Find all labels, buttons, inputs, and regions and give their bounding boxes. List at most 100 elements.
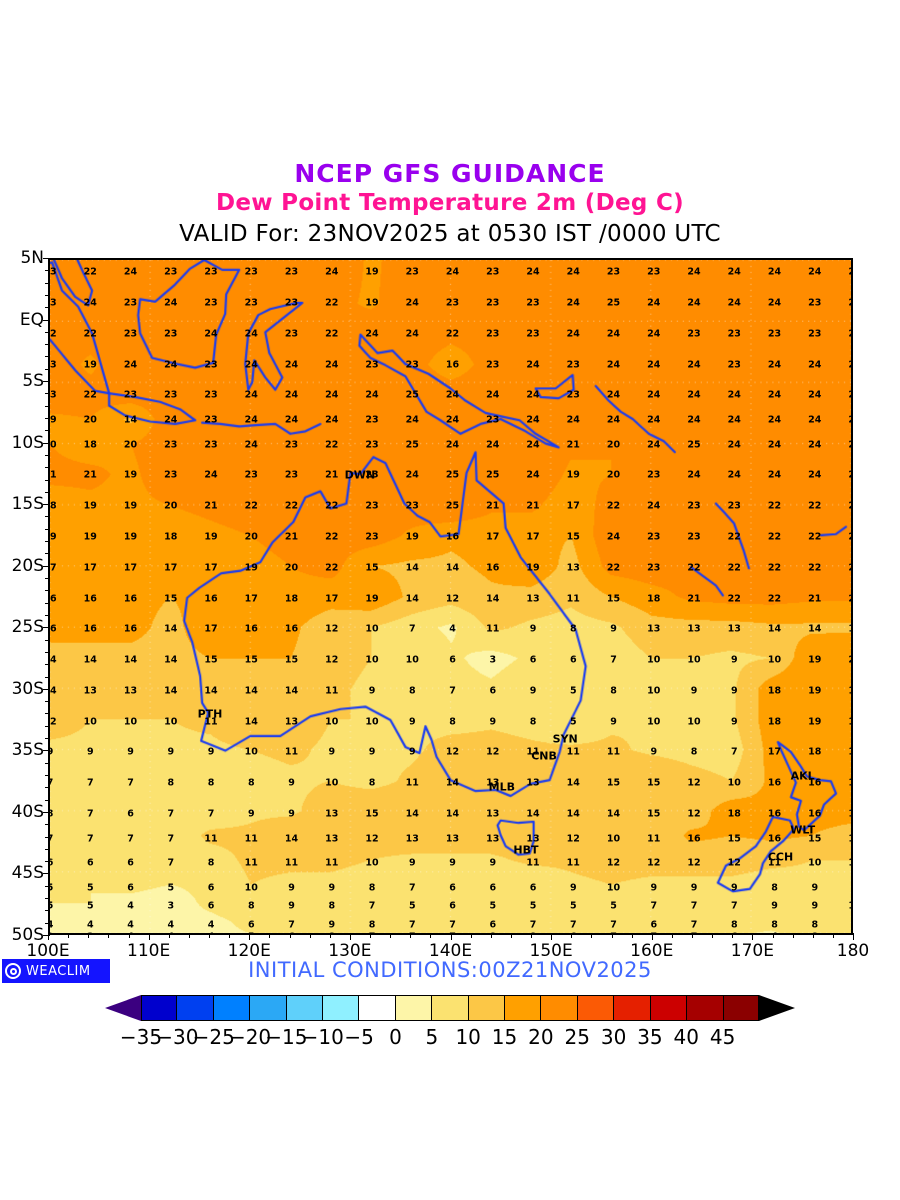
grid-value: 9 <box>368 746 376 758</box>
y-axis-minor-tick <box>45 454 49 456</box>
grid-value: 21 <box>49 469 57 481</box>
x-axis-tick <box>591 933 593 938</box>
grid-value: 12 <box>727 857 741 869</box>
grid-value: 19 <box>365 266 379 278</box>
grid-value: 5 <box>529 900 537 912</box>
colorbar-tick--25: −25 <box>192 1025 235 1049</box>
city-label-cnb: CNB <box>531 749 557 763</box>
grid-value: 22 <box>244 500 258 512</box>
grid-value: 12 <box>606 857 621 869</box>
grid-value: 24 <box>647 414 661 426</box>
grid-value: 23 <box>123 389 138 401</box>
grid-value: 24 <box>647 389 661 401</box>
colorbar-cell-5 <box>323 995 360 1021</box>
grid-value: 14 <box>284 685 299 697</box>
grid-value: 19 <box>83 500 97 512</box>
grid-value: 23 <box>647 469 661 481</box>
y-axis-label-20S: 20S <box>11 555 44 576</box>
grid-value: 5 <box>86 882 94 894</box>
grid-value: 10 <box>365 716 379 728</box>
grid-value: 7 <box>50 778 53 789</box>
grid-value: 8 <box>247 900 255 912</box>
grid-value: 24 <box>727 439 741 451</box>
grid-value: 24 <box>244 389 258 401</box>
grid-value: 8 <box>328 900 336 912</box>
grid-value: 12 <box>325 623 339 635</box>
grid-value: 21 <box>325 469 339 481</box>
grid-value: 16 <box>767 777 782 789</box>
y-axis-minor-tick <box>45 935 49 936</box>
grid-value: 6 <box>127 882 134 894</box>
grid-value: 23 <box>365 359 379 371</box>
grid-value: 16 <box>123 593 138 604</box>
grid-value: 5 <box>86 900 94 912</box>
grid-value: 8 <box>328 932 335 934</box>
x-axis-label-170E: 170E <box>730 941 774 961</box>
grid-value: 19 <box>526 562 540 574</box>
y-axis-minor-tick <box>45 873 49 875</box>
grid-value: 14 <box>848 833 851 844</box>
y-axis-minor-tick <box>45 602 49 604</box>
grid-value: 18 <box>164 531 178 543</box>
grid-value: 19 <box>204 531 218 543</box>
x-axis-label-130E: 130E <box>328 941 372 961</box>
grid-value: 13 <box>526 593 540 604</box>
grid-value: 11 <box>767 857 782 869</box>
y-axis-minor-tick <box>45 356 49 358</box>
y-axis-label-5N: 5N <box>20 248 44 268</box>
grid-value: 24 <box>687 414 701 426</box>
grid-value: 23 <box>123 297 138 309</box>
grid-value: 8 <box>489 932 496 934</box>
grid-value: 15 <box>244 654 258 666</box>
grid-value: 7 <box>529 919 537 931</box>
grid-value: 8 <box>247 777 255 789</box>
grid-value: 10 <box>606 882 621 894</box>
y-axis-minor-tick <box>45 701 49 703</box>
grid-value: 16 <box>687 833 701 845</box>
grid-value: 5 <box>569 685 577 697</box>
grid-value: 14 <box>204 685 218 697</box>
grid-value: 6 <box>127 808 134 820</box>
y-axis-label-25S: 25S <box>11 617 44 638</box>
grid-value: 7 <box>127 833 134 845</box>
grid-value: 6 <box>569 654 577 666</box>
grid-value: 2 <box>50 932 53 934</box>
grid-value: 14 <box>445 562 460 574</box>
colorbar-cell-0 <box>141 995 178 1021</box>
x-axis-tick <box>531 933 532 938</box>
x-axis-tick <box>410 933 412 938</box>
grid-value: 17 <box>49 562 57 574</box>
colorbar-tick--10: −10 <box>301 1025 344 1049</box>
grid-value: 24 <box>244 414 258 426</box>
grid-value: 15 <box>727 833 741 845</box>
grid-value: 7 <box>50 833 53 844</box>
grid-value: 22 <box>808 531 822 543</box>
grid-value: 12 <box>687 808 701 820</box>
colorbar: −35 −30 −25 −20 −15 −10 −5 0 5 10 15 20 25 30 35 40 45 <box>0 995 900 1055</box>
grid-value: 24 <box>606 414 621 426</box>
grid-value: 24 <box>445 439 460 451</box>
grid-value: 7 <box>449 919 456 931</box>
grid-value: 17 <box>566 500 580 512</box>
x-axis-tick <box>832 933 834 938</box>
colorbar-cell-7 <box>395 995 433 1021</box>
x-axis-tick <box>551 933 553 940</box>
y-axis-minor-tick <box>45 774 49 776</box>
grid-value: 22 <box>767 500 782 512</box>
grid-value: 10 <box>244 746 258 758</box>
grid-value: 7 <box>86 808 94 820</box>
map-plot-area[interactable]: 2322242323232324192324232424232324242424… <box>48 258 853 935</box>
grid-value: 22 <box>848 531 851 542</box>
grid-value: 11 <box>204 833 218 845</box>
city-label-syn: SYN <box>552 732 578 746</box>
grid-value: 12 <box>566 833 580 845</box>
grid-value: 24 <box>566 414 580 426</box>
grid-value: 23 <box>204 414 218 426</box>
y-axis-minor-tick <box>45 393 49 395</box>
grid-value: 14 <box>808 623 822 635</box>
grid-value: 24 <box>284 389 299 401</box>
grid-value: 24 <box>727 297 741 309</box>
grid-value: 24 <box>606 389 621 401</box>
y-axis-minor-tick <box>45 922 49 924</box>
grid-value: 14 <box>244 716 258 728</box>
